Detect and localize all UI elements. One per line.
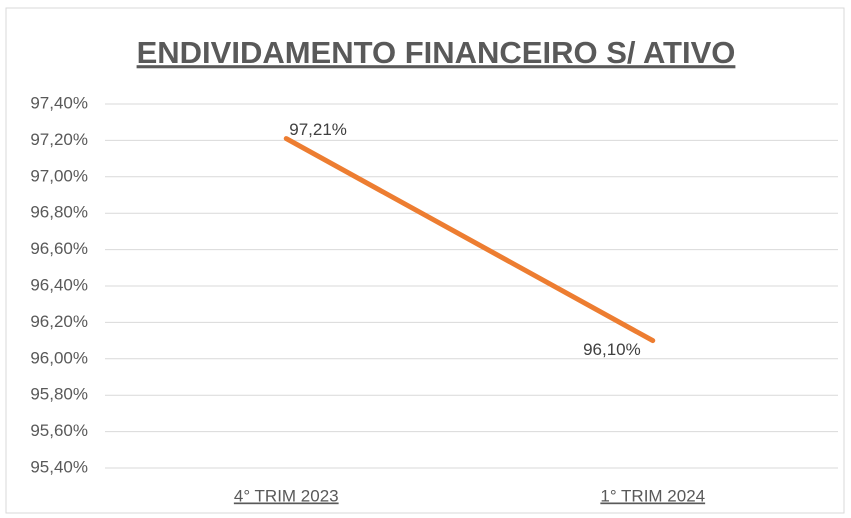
y-tick-label: 97,40% (30, 93, 88, 112)
y-tick-label: 96,20% (30, 312, 88, 331)
y-tick-label: 96,40% (30, 275, 88, 294)
data-label: 96,10% (583, 340, 641, 359)
data-line (283, 136, 656, 344)
y-tick-label: 95,60% (30, 421, 88, 440)
y-tick-label: 95,80% (30, 385, 88, 404)
x-tick-label: 4° TRIM 2023 (234, 486, 339, 505)
y-tick-label: 96,60% (30, 239, 88, 258)
y-tick-label: 97,20% (30, 130, 88, 149)
y-tick-label: 97,00% (30, 166, 88, 185)
y-tick-label: 96,00% (30, 348, 88, 367)
x-tick-label: 1° TRIM 2024 (600, 486, 705, 505)
chart-title: ENDIVIDAMENTO FINANCEIRO S/ ATIVO (137, 35, 736, 70)
y-tick-label: 95,40% (30, 457, 88, 476)
data-label: 97,21% (289, 120, 347, 139)
y-tick-label: 96,80% (30, 203, 88, 222)
chart-border (5, 7, 845, 514)
